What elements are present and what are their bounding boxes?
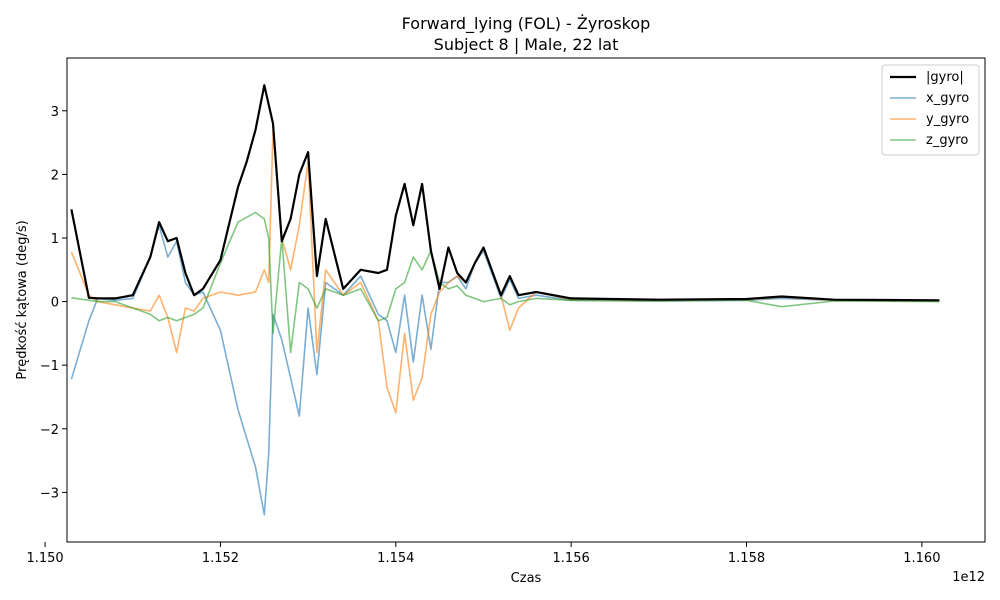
x-tick-label: 1.156 bbox=[553, 551, 590, 566]
y-tick-label: −1 bbox=[40, 359, 59, 374]
x-tick-label: 1.152 bbox=[202, 551, 239, 566]
legend-label: |gyro| bbox=[926, 70, 964, 85]
y-tick-label: 2 bbox=[51, 168, 59, 183]
chart-title-line2: Subject 8 | Male, 22 lat bbox=[434, 35, 619, 54]
series-line-gyro bbox=[70, 84, 940, 302]
x-tick-label: 1.160 bbox=[903, 551, 940, 566]
y-tick-label: 3 bbox=[51, 105, 59, 120]
x-axis-offset-label: 1e12 bbox=[952, 570, 985, 585]
x-tick-label: 1.150 bbox=[26, 551, 63, 566]
series-layer bbox=[70, 84, 940, 516]
legend-items: |gyro| x_gyro y_gyro z_gyro bbox=[890, 70, 969, 148]
chart-title-line1: Forward_lying (FOL) - Żyroskop bbox=[402, 14, 651, 34]
y-axis-ticks: −3 −2 −1 0 1 2 3 bbox=[40, 105, 67, 501]
x-tick-label: 1.154 bbox=[377, 551, 414, 566]
y-tick-label: 0 bbox=[51, 296, 59, 311]
legend-label: y_gyro bbox=[926, 112, 969, 127]
y-tick-label: −2 bbox=[40, 423, 59, 438]
legend: |gyro| x_gyro y_gyro z_gyro bbox=[881, 64, 980, 156]
x-axis-label: Czas bbox=[511, 571, 542, 586]
y-axis-label: Prędkość kątowa (deg/s) bbox=[15, 220, 30, 379]
x-tick-label: 1.158 bbox=[728, 551, 765, 566]
y-tick-label: 1 bbox=[51, 232, 59, 247]
legend-label: z_gyro bbox=[926, 133, 968, 148]
x-axis-ticks: 1.150 1.152 1.154 1.156 1.158 1.160 bbox=[26, 542, 940, 566]
legend-label: x_gyro bbox=[926, 91, 969, 106]
series-line-zgyro bbox=[71, 211, 940, 354]
legend-box bbox=[881, 64, 980, 156]
plot-area-frame bbox=[66, 57, 986, 543]
y-tick-label: −3 bbox=[40, 486, 59, 501]
